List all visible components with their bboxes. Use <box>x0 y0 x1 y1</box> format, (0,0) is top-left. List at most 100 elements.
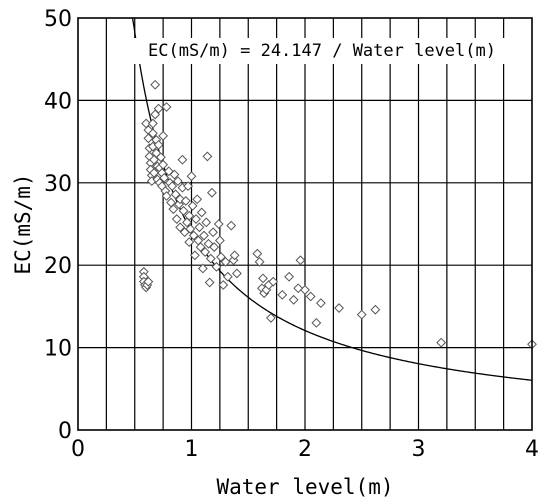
data-point <box>187 200 198 211</box>
data-point <box>178 205 189 216</box>
data-point <box>204 277 215 288</box>
data-point <box>148 128 158 139</box>
plot-frame <box>77 17 533 431</box>
data-point <box>202 151 213 162</box>
x-tick-label: 4 <box>525 437 539 462</box>
data-point <box>143 133 154 144</box>
data-point <box>194 222 205 233</box>
data-point <box>205 253 216 264</box>
data-point <box>277 289 288 300</box>
data-point <box>370 304 381 315</box>
data-point <box>231 268 242 279</box>
x-tick-label: 0 <box>71 437 85 462</box>
x-tick-label: 2 <box>298 437 312 462</box>
data-point <box>300 285 310 295</box>
data-point <box>266 313 276 323</box>
plot-border <box>77 17 533 431</box>
data-point <box>183 181 194 192</box>
data-points <box>138 79 537 350</box>
data-point <box>175 194 186 205</box>
data-point <box>186 171 197 182</box>
data-point <box>356 309 367 320</box>
y-axis-label: EC(mS/m) <box>11 173 35 274</box>
data-point <box>258 273 268 284</box>
data-point <box>208 227 218 238</box>
data-point <box>169 169 180 180</box>
data-point <box>334 303 344 313</box>
data-point <box>149 168 159 178</box>
data-point <box>214 235 225 246</box>
data-point <box>288 294 299 305</box>
y-tick-label: 30 <box>44 172 72 197</box>
data-point <box>192 194 203 205</box>
data-point <box>159 172 170 183</box>
data-point <box>305 291 316 302</box>
y-tick-label: 50 <box>44 7 72 32</box>
data-point <box>155 152 166 163</box>
y-tick-label: 20 <box>44 254 72 279</box>
x-tick-label: 1 <box>185 437 199 462</box>
data-point <box>211 261 222 272</box>
data-point <box>171 214 182 224</box>
data-point <box>150 109 161 120</box>
data-point <box>226 220 237 231</box>
y-tick-label: 0 <box>58 419 72 444</box>
data-point <box>143 276 154 287</box>
data-point <box>436 337 447 348</box>
y-tick-label: 40 <box>44 89 72 114</box>
data-point <box>213 219 224 229</box>
data-point <box>295 255 306 266</box>
data-point <box>315 298 326 309</box>
data-point <box>207 187 217 198</box>
data-point <box>216 252 226 262</box>
x-axis-label: Water level(m) <box>216 475 393 499</box>
data-point <box>168 204 179 215</box>
data-point <box>184 237 195 248</box>
data-point <box>167 181 178 192</box>
data-point <box>150 79 161 90</box>
data-point <box>203 238 214 249</box>
data-point <box>252 248 263 259</box>
data-point <box>229 250 240 261</box>
data-point <box>293 283 304 294</box>
data-point <box>189 250 200 261</box>
grid-lines <box>78 18 532 430</box>
data-point <box>180 196 191 206</box>
data-point <box>161 102 172 112</box>
data-point <box>153 103 164 114</box>
data-point <box>268 276 279 287</box>
annotation-background <box>134 38 526 64</box>
annotation-box: EC(mS/m) = 24.147 / Water level(m) <box>134 38 526 64</box>
data-point <box>209 242 220 252</box>
data-point <box>175 222 186 233</box>
data-point <box>195 242 206 252</box>
data-point <box>311 317 322 328</box>
data-point <box>196 207 207 218</box>
data-point <box>177 154 188 165</box>
data-point <box>185 224 196 234</box>
data-point <box>158 130 169 141</box>
data-point <box>184 210 195 221</box>
data-point <box>222 271 233 282</box>
data-point <box>199 230 209 241</box>
data-point <box>220 256 231 267</box>
data-point <box>153 139 164 150</box>
annotation-equation: EC(mS/m) = 24.147 / Water level(m) <box>148 41 496 61</box>
data-point <box>254 256 265 267</box>
data-point <box>200 247 211 257</box>
data-point <box>170 189 181 200</box>
data-point <box>197 263 208 274</box>
data-point <box>161 191 172 201</box>
x-tick-label: 3 <box>412 437 426 462</box>
data-point <box>158 159 169 170</box>
data-point <box>191 214 201 224</box>
data-point <box>188 230 199 241</box>
data-point <box>218 280 229 290</box>
data-point <box>172 176 183 187</box>
y-tick-label: 10 <box>44 337 72 362</box>
data-point <box>148 118 158 129</box>
data-point <box>284 271 295 282</box>
